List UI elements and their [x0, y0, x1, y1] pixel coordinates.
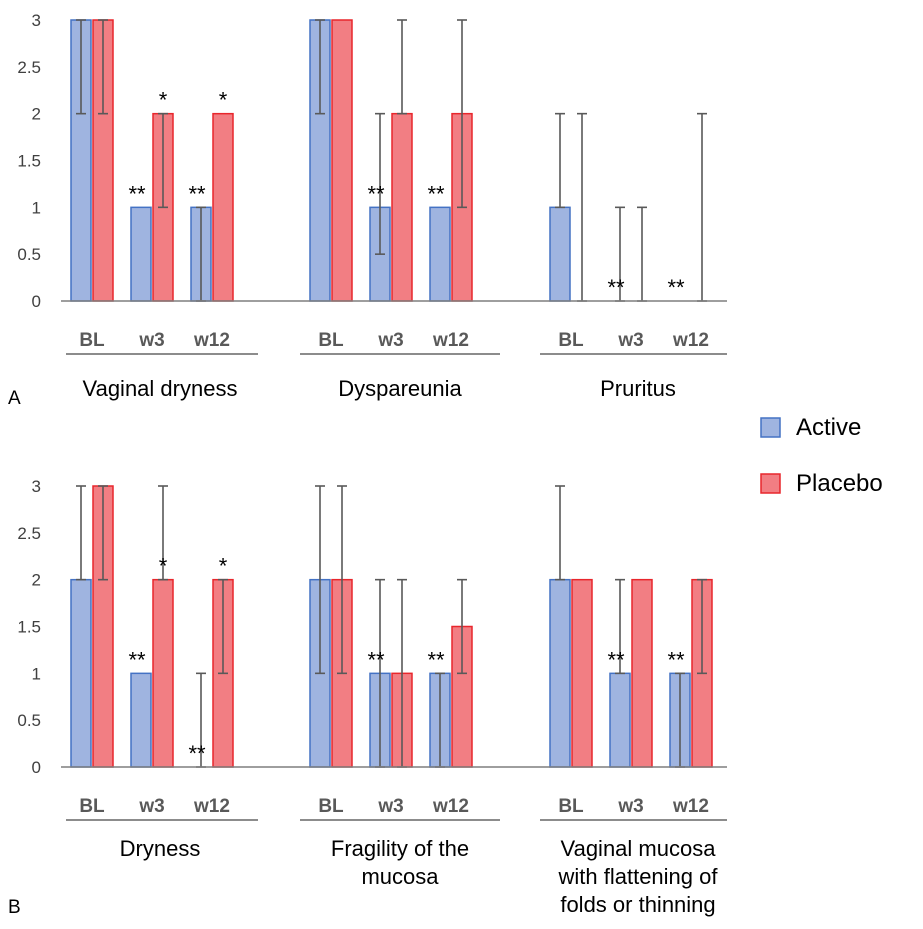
category-label: BL [318, 330, 344, 351]
bar-active [429, 206, 451, 302]
y-tick-label: 2 [32, 105, 41, 124]
category-label: BL [558, 796, 584, 817]
bar-placebo [331, 19, 353, 302]
y-tick-label: 2.5 [17, 524, 41, 543]
category-label: w3 [617, 796, 643, 817]
y-tick-label: 3 [32, 11, 41, 30]
bar-active [549, 578, 571, 768]
significance-star: ** [427, 181, 445, 206]
significance-star: * [159, 554, 168, 579]
bar-active [549, 206, 571, 302]
legend-swatch-placebo [760, 473, 781, 494]
significance-star: * [219, 88, 228, 113]
group-label: Vaginal dryness [83, 376, 238, 401]
significance-star: ** [667, 647, 685, 672]
group-label: Vaginal mucosa with flattening of folds or… [558, 836, 719, 917]
category-label: BL [318, 796, 344, 817]
bar-active [130, 672, 152, 768]
category-label: BL [79, 330, 105, 351]
legend-label-placebo: Placebo [796, 470, 883, 497]
group-label: Pruritus [600, 376, 676, 401]
category-label: w12 [672, 796, 709, 817]
category-label: w3 [138, 796, 164, 817]
category-label: w12 [672, 330, 709, 351]
significance-star: ** [607, 275, 625, 300]
bar-placebo [212, 112, 234, 302]
significance-star: ** [367, 647, 385, 672]
significance-star: ** [607, 647, 625, 672]
bar-active [130, 206, 152, 302]
bar-placebo [571, 578, 593, 768]
y-tick-label: 1 [32, 198, 41, 217]
bar-placebo [391, 112, 413, 302]
category-label: w3 [377, 796, 403, 817]
category-label: w12 [193, 796, 230, 817]
y-tick-label: 2 [32, 571, 41, 590]
group-label: Fragility of the mucosa [331, 836, 469, 889]
significance-star: ** [367, 181, 385, 206]
panel-b: 00.511.522.53BL***w3***w12DrynessBL**w3*… [8, 477, 727, 918]
y-tick-label: 0 [32, 292, 41, 311]
bar-placebo [152, 578, 174, 768]
significance-star: * [219, 554, 228, 579]
panel-letter: A [8, 388, 21, 409]
legend-swatch-active [760, 417, 781, 438]
category-label: w3 [138, 330, 164, 351]
bar-placebo [631, 578, 653, 768]
y-tick-label: 0.5 [17, 245, 41, 264]
category-label: w12 [432, 796, 469, 817]
y-tick-label: 3 [32, 477, 41, 496]
significance-star: ** [188, 741, 206, 766]
group-label: Dryness [120, 836, 201, 861]
significance-star: ** [667, 275, 685, 300]
category-label: BL [558, 330, 584, 351]
y-tick-label: 0 [32, 758, 41, 777]
category-label: w3 [617, 330, 643, 351]
category-label: BL [79, 796, 105, 817]
category-label: w3 [377, 330, 403, 351]
category-label: w12 [193, 330, 230, 351]
significance-star: ** [128, 181, 146, 206]
legend-label-active: Active [796, 414, 861, 441]
panel-letter: B [8, 897, 21, 918]
bar-active [609, 672, 631, 768]
group-label: Dyspareunia [338, 376, 462, 401]
y-tick-label: 1 [32, 664, 41, 683]
significance-star: ** [128, 647, 146, 672]
y-tick-label: 1.5 [17, 618, 41, 637]
legend: Active Placebo [760, 414, 883, 497]
y-tick-label: 0.5 [17, 711, 41, 730]
significance-star: * [159, 88, 168, 113]
significance-star: ** [427, 647, 445, 672]
significance-star: ** [188, 181, 206, 206]
y-tick-label: 1.5 [17, 152, 41, 171]
bar-active [70, 578, 92, 768]
category-label: w12 [432, 330, 469, 351]
y-tick-label: 2.5 [17, 58, 41, 77]
